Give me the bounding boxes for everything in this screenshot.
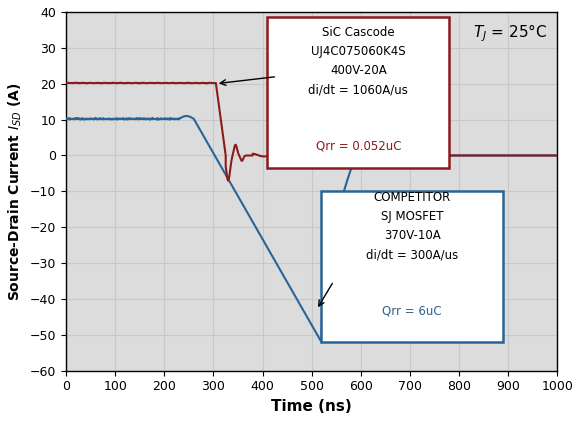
Text: $T_J$ = 25°C: $T_J$ = 25°C: [473, 23, 548, 44]
Text: Qrr = 0.052uC: Qrr = 0.052uC: [316, 139, 401, 152]
Text: COMPETITOR
SJ MOSFET
370V-10A
di/dt = 300A/us: COMPETITOR SJ MOSFET 370V-10A di/dt = 30…: [366, 192, 458, 261]
Text: SiC Cascode
UJ4C075060K4S
400V-20A
di/dt = 1060A/us: SiC Cascode UJ4C075060K4S 400V-20A di/dt…: [309, 26, 408, 96]
X-axis label: Time (ns): Time (ns): [271, 399, 352, 414]
Y-axis label: Source-Drain Current $I_{SD}$ (A): Source-Drain Current $I_{SD}$ (A): [7, 82, 24, 301]
FancyBboxPatch shape: [267, 17, 449, 168]
Text: Qrr = 6uC: Qrr = 6uC: [382, 304, 442, 317]
FancyBboxPatch shape: [321, 192, 503, 342]
